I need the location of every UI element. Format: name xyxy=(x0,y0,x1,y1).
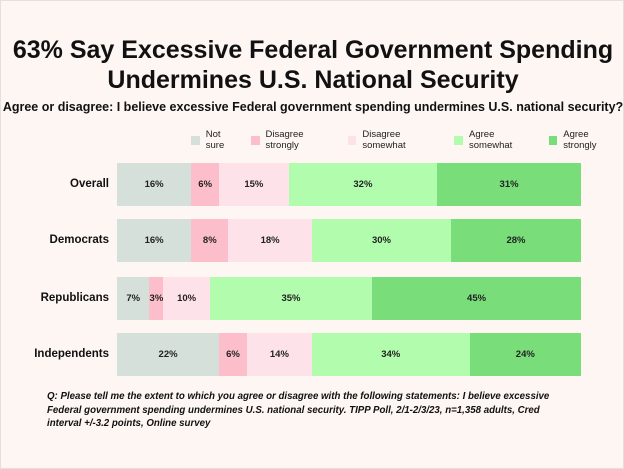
bar-segment: 45% xyxy=(372,277,581,320)
bar-segment: 24% xyxy=(469,333,581,376)
stacked-bar: 22% 6% 14% 34% 24% xyxy=(117,333,581,376)
bar-segment: 28% xyxy=(451,219,581,262)
category-label: Overall xyxy=(70,178,109,190)
legend-item: Agree somewhat xyxy=(454,129,538,151)
bar-segment: 6% xyxy=(191,163,220,206)
bar-row: Republicans 7% 3% 10% 35% 45% xyxy=(1,277,624,320)
legend-label: Agree somewhat xyxy=(469,129,513,151)
bar-row: Overall 16% 6% 15% 32% 31% xyxy=(1,163,624,206)
legend-item: Not sure xyxy=(191,129,241,151)
legend-swatch xyxy=(548,135,558,145)
category-label: Independents xyxy=(34,348,109,360)
legend-item: Disagree strongly xyxy=(250,129,338,151)
legend-swatch xyxy=(347,135,357,145)
bar-segment: 30% xyxy=(311,219,452,262)
bar-row: Democrats 16% 8% 18% 30% 28% xyxy=(1,219,624,262)
bar-segment: 22% xyxy=(117,333,220,376)
bar-segment: 14% xyxy=(246,333,312,376)
legend-swatch xyxy=(250,135,260,145)
stacked-bar: 7% 3% 10% 35% 45% xyxy=(117,277,581,320)
legend-label: Agree strongly xyxy=(563,129,597,151)
bar-segment: 8% xyxy=(191,219,229,262)
bar-segment: 7% xyxy=(117,277,150,320)
footnote: Q: Please tell me the extent to which yo… xyxy=(47,391,550,429)
bar-segment: 34% xyxy=(311,333,470,376)
stacked-bar: 16% 6% 15% 32% 31% xyxy=(117,163,581,206)
bar-row: Independents 22% 6% 14% 34% 24% xyxy=(1,333,624,376)
category-label: Democrats xyxy=(49,234,109,246)
bar-segment: 32% xyxy=(288,163,438,206)
bar-segment: 15% xyxy=(219,163,289,206)
chart-title: 63% Say Excessive Federal Government Spe… xyxy=(12,36,614,94)
category-label: Republicans xyxy=(40,292,109,304)
bar-segment: 35% xyxy=(209,277,373,320)
legend-item: Disagree somewhat xyxy=(347,129,445,151)
bar-segment: 16% xyxy=(117,219,192,262)
bar-segment: 18% xyxy=(228,219,312,262)
legend-swatch xyxy=(454,135,463,145)
legend-swatch xyxy=(191,135,200,145)
legend-label: Disagree somewhat xyxy=(362,129,406,151)
legend-label: Not sure xyxy=(205,129,225,151)
chart-subtitle: Agree or disagree: I believe excessive F… xyxy=(2,100,624,114)
bar-segment: 16% xyxy=(117,163,192,206)
bar-segment: 31% xyxy=(437,163,581,206)
bar-segment: 3% xyxy=(149,277,164,320)
bar-segment: 6% xyxy=(219,333,247,376)
legend-label: Disagree strongly xyxy=(265,129,304,151)
legend: Not sure Disagree strongly Disagree somewh… xyxy=(191,129,623,151)
legend-item: Agree strongly xyxy=(548,129,623,151)
bar-segment: 10% xyxy=(163,277,210,320)
stacked-bar: 16% 8% 18% 30% 28% xyxy=(117,219,581,262)
